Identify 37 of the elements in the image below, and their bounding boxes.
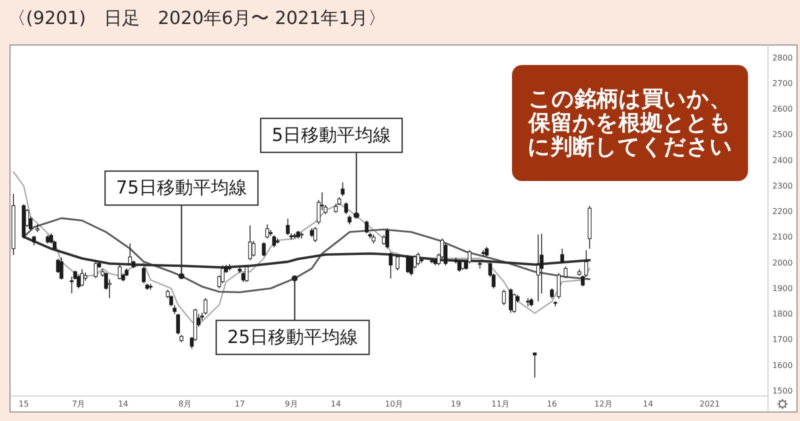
callout: この銘柄は買いか、保留かを根拠とともに判断してください <box>512 65 748 181</box>
ytick-label: 2000 <box>772 258 793 268</box>
xtick-label: 14 <box>642 400 654 408</box>
annotation: 75日移動平均線 <box>116 178 247 199</box>
ytick-label: 2200 <box>772 207 793 216</box>
xtick-label: 12月 <box>594 400 612 408</box>
ytick-label: 2100 <box>772 232 793 242</box>
xtick-label: 7月 <box>72 400 86 408</box>
xtick-label: 16 <box>546 400 557 408</box>
annotation: 25日移動平均線 <box>216 320 370 356</box>
xtick-label: 14 <box>118 400 128 408</box>
annotation: 25日移動平均線 <box>227 326 358 348</box>
annotation: 75日移動平均線 <box>104 170 259 206</box>
annotation: 5日移動平均線 <box>260 118 403 154</box>
ytick-label: 1900 <box>772 284 793 293</box>
xtick-label: 9月 <box>284 400 298 408</box>
title: 〈(9201) 日足 2020年6月〜 2021年1月〉 <box>8 8 386 29</box>
ytick-label: 2500 <box>772 130 793 140</box>
xtick-label: 17 <box>234 400 245 408</box>
xtick-label: 2021 <box>700 400 720 408</box>
ytick-label: 2600 <box>772 104 793 114</box>
annotation: この銘柄は買いか、保留かを根拠とともに判断してください <box>528 86 732 160</box>
ytick-label: 1500 <box>772 386 793 396</box>
xtick-label: 11月 <box>491 400 510 408</box>
ytick-label: 2700 <box>772 78 793 88</box>
ytick-label: 1600 <box>772 360 793 370</box>
ytick-label: 2800 <box>772 53 793 62</box>
annotation: 5日移動平均線 <box>272 124 392 146</box>
ytick-label: 1800 <box>772 310 793 319</box>
ytick-label: 2400 <box>772 156 793 165</box>
xtick-label: 19 <box>450 400 461 408</box>
xtick-label: 15 <box>18 400 29 408</box>
xtick-label: 10月 <box>385 400 404 408</box>
ytick-label: 2300 <box>772 181 793 190</box>
ytick-label: 1700 <box>772 335 793 344</box>
xtick-label: 8月 <box>178 400 192 408</box>
xtick-label: 14 <box>330 400 341 408</box>
